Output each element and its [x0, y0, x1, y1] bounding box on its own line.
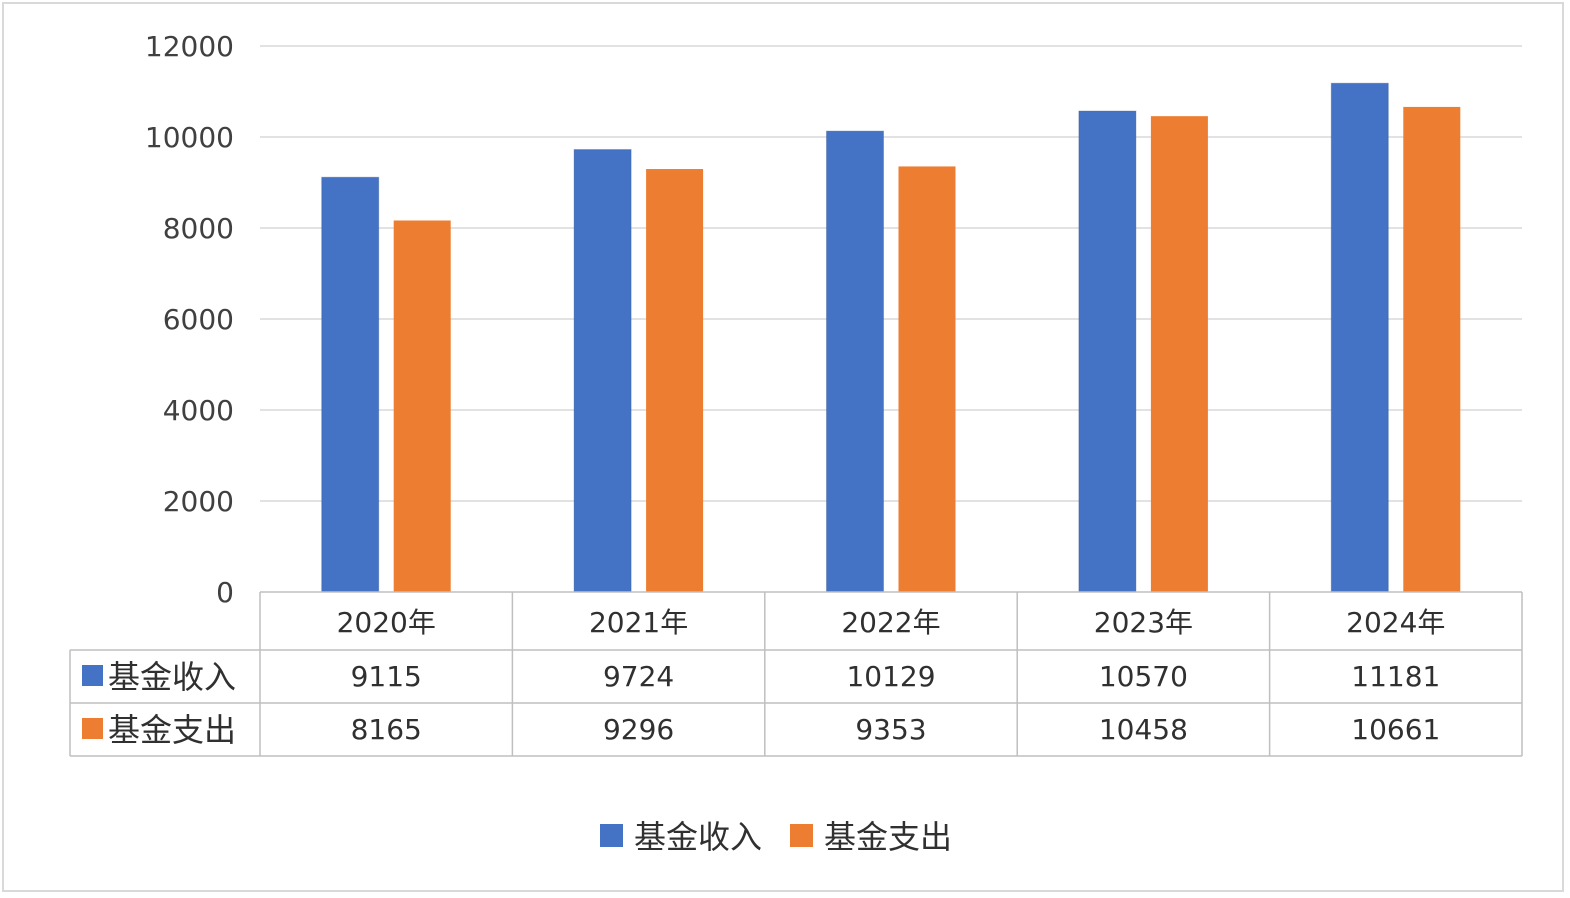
- bar-income-1: [573, 149, 632, 593]
- table-cell: 9115: [351, 660, 422, 693]
- table-legend-key: [82, 718, 103, 739]
- legend-swatch: [600, 824, 623, 847]
- table-cell: 10661: [1351, 713, 1440, 746]
- legend-label: 基金支出: [824, 818, 952, 856]
- category-label: 2022年: [841, 606, 940, 639]
- bar-income-0: [321, 176, 380, 593]
- legend-label: 基金收入: [634, 818, 762, 856]
- table-cell: 10570: [1099, 660, 1188, 693]
- legend-swatch: [790, 824, 813, 847]
- bar-expense-3: [1150, 116, 1208, 592]
- bar-expense-2: [898, 166, 956, 592]
- y-tick-label: 8000: [163, 212, 234, 245]
- bars: [321, 82, 1461, 593]
- table-row-label: 基金收入: [108, 658, 236, 696]
- y-axis-ticks: 0 2000 4000 6000 8000 10000 12000: [145, 30, 234, 609]
- y-tick-label: 6000: [163, 303, 234, 336]
- bar-expense-4: [1403, 106, 1461, 592]
- table-cell: 9724: [603, 660, 674, 693]
- category-label: 2024年: [1346, 606, 1445, 639]
- y-tick-label: 2000: [163, 485, 234, 518]
- table-cell: 8165: [351, 713, 422, 746]
- y-tick-label: 0: [216, 576, 234, 609]
- y-tick-label: 4000: [163, 394, 234, 427]
- category-label: 2023年: [1094, 606, 1193, 639]
- category-label: 2021年: [589, 606, 688, 639]
- legend: 基金收入 基金支出: [600, 818, 952, 856]
- table-cell: 9296: [603, 713, 674, 746]
- y-tick-label: 10000: [145, 121, 234, 154]
- bar-income-4: [1330, 82, 1389, 593]
- gridlines: [260, 45, 1522, 502]
- bar-expense-1: [646, 169, 704, 593]
- bar-income-3: [1078, 110, 1137, 593]
- bar-income-2: [826, 130, 884, 593]
- y-tick-label: 12000: [145, 30, 234, 63]
- table-legend-key: [82, 665, 103, 686]
- category-label: 2020年: [337, 606, 436, 639]
- table-cell: 10129: [846, 660, 935, 693]
- bar-expense-0: [393, 220, 451, 592]
- table-cell: 10458: [1099, 713, 1188, 746]
- table-cell: 11181: [1351, 660, 1440, 693]
- table-cell: 9353: [855, 713, 926, 746]
- table-row-label: 基金支出: [108, 711, 236, 749]
